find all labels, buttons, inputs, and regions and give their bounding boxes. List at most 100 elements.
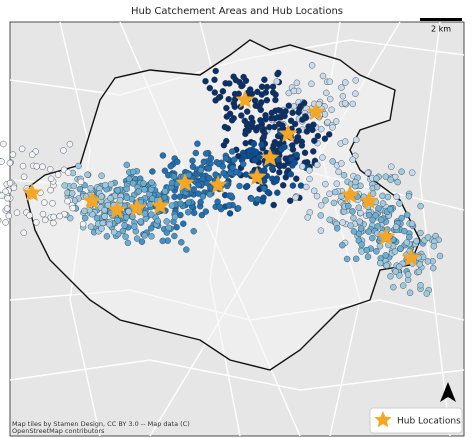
catchment-point [350,214,357,222]
catchment-point [146,201,154,208]
catchment-point [212,97,219,104]
catchment-point [311,137,318,145]
catchment-point [207,184,214,191]
catchment-point [306,167,313,174]
catchment-point [263,96,271,104]
catchment-point [404,211,411,219]
catchment-point [20,229,27,237]
catchment-point [220,169,227,177]
catchment-point [358,248,365,255]
catchment-point [122,213,130,221]
catchment-point [282,155,289,162]
catchment-point [358,241,365,248]
catchment-point [403,239,410,246]
catchment-point [84,171,91,179]
catchment-point [405,192,413,200]
catchment-point [333,180,340,187]
catchment-point [343,255,351,263]
catchment-point [114,217,121,224]
catchment-point [272,96,279,104]
catchment-point [47,186,54,194]
catchment-point [129,168,137,176]
catchment-point [107,180,115,188]
catchment-point [269,83,277,91]
catchment-point [138,238,146,245]
catchment-point [222,155,230,162]
catchment-point [374,223,381,230]
catchment-point [101,206,108,214]
catchment-point [314,161,321,169]
catchment-point [228,148,236,155]
hub-star [208,175,228,194]
catchment-point [87,184,94,192]
catchment-point [101,213,108,220]
catchment-point [239,82,246,89]
catchment-point [372,212,379,219]
catchment-point [70,182,78,190]
catchment-point [285,102,292,109]
catchment-point [322,180,329,188]
catchment-point [122,233,129,240]
hub-star [359,191,379,210]
catchment-point [386,205,394,213]
catchment-point [190,227,197,235]
catchment-point [274,189,281,196]
catchment-point [303,128,311,135]
catchment-point [5,212,13,220]
catchment-point [392,173,399,181]
catchment-point [206,84,214,92]
catchment-point [26,212,33,219]
catchment-point [299,163,306,170]
catchment-point [202,150,210,157]
hub-star [401,248,421,267]
catchment-point [369,234,376,242]
catchment-point [232,76,240,84]
catchment-point [171,193,178,201]
catchment-point [392,268,399,275]
catchment-point [303,183,310,191]
catchment-point [154,217,161,225]
catchment-point [61,182,68,189]
catchment-point [324,118,331,126]
catchment-point [0,192,6,199]
catchment-point [161,167,169,175]
catchment-point [396,263,403,270]
catchment-point [248,90,256,98]
catchment-point [244,120,251,128]
catchment-point [335,168,342,176]
catchment-point [301,149,309,157]
catchment-point [229,164,236,171]
catchment-point [243,108,251,115]
catchment-point [141,210,149,217]
catchment-point [10,184,18,192]
catchment-point [149,168,156,175]
catchment-point [257,106,264,114]
catchment-point [202,208,210,215]
catchment-point [319,72,327,80]
hub-star [127,198,147,217]
catchment-point [47,175,55,183]
catchment-point [363,246,370,254]
catchment-point [338,193,345,200]
catchment-point [308,80,315,88]
catchment-point [252,102,259,109]
catchment-point [211,89,219,96]
catchment-point [326,131,333,138]
catchment-point [349,100,356,108]
catchment-point [167,162,174,170]
catchment-point [273,78,280,85]
catchment-point [64,169,72,176]
catchment-point [20,173,28,181]
catchment-point [39,210,47,218]
catchment-point [211,76,218,84]
catchment-point [326,190,333,198]
catchment-point [79,220,87,228]
catchment-point [375,205,382,212]
catchment-point [332,188,339,196]
catchment-point [194,140,201,147]
catchment-point [270,201,277,209]
catchment-point [417,282,424,289]
catchment-point [379,200,387,207]
catchment-point [329,124,336,131]
catchment-point [408,220,416,227]
